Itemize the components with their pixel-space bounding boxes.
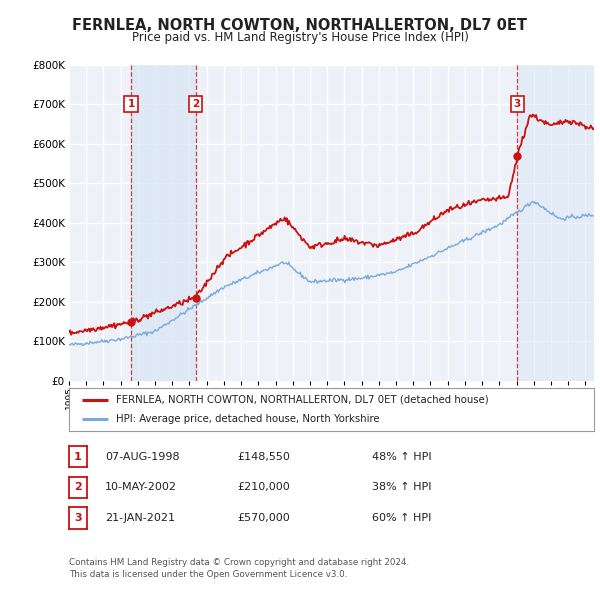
Bar	[131, 65, 196, 381]
Text: HPI: Average price, detached house, North Yorkshire: HPI: Average price, detached house, Nort…	[116, 414, 380, 424]
Text: 3: 3	[514, 99, 521, 109]
Text: £570,000: £570,000	[238, 513, 290, 523]
Text: Price paid vs. HM Land Registry's House Price Index (HPI): Price paid vs. HM Land Registry's House …	[131, 31, 469, 44]
Text: 2: 2	[74, 483, 82, 492]
Text: 1: 1	[127, 99, 134, 109]
Text: 10-MAY-2002: 10-MAY-2002	[105, 483, 177, 492]
Text: FERNLEA, NORTH COWTON, NORTHALLERTON, DL7 0ET (detached house): FERNLEA, NORTH COWTON, NORTHALLERTON, DL…	[116, 395, 489, 405]
Text: 48% ↑ HPI: 48% ↑ HPI	[372, 452, 431, 461]
Text: £210,000: £210,000	[238, 483, 290, 492]
Text: 3: 3	[74, 513, 82, 523]
Text: 60% ↑ HPI: 60% ↑ HPI	[372, 513, 431, 523]
Text: 2: 2	[192, 99, 199, 109]
Text: 07-AUG-1998: 07-AUG-1998	[105, 452, 179, 461]
Text: 38% ↑ HPI: 38% ↑ HPI	[372, 483, 431, 492]
Text: 1: 1	[74, 452, 82, 461]
Text: Contains HM Land Registry data © Crown copyright and database right 2024.
This d: Contains HM Land Registry data © Crown c…	[69, 558, 409, 579]
Text: £148,550: £148,550	[238, 452, 290, 461]
Bar	[517, 65, 594, 381]
Text: 21-JAN-2021: 21-JAN-2021	[105, 513, 175, 523]
Text: FERNLEA, NORTH COWTON, NORTHALLERTON, DL7 0ET: FERNLEA, NORTH COWTON, NORTHALLERTON, DL…	[73, 18, 527, 32]
